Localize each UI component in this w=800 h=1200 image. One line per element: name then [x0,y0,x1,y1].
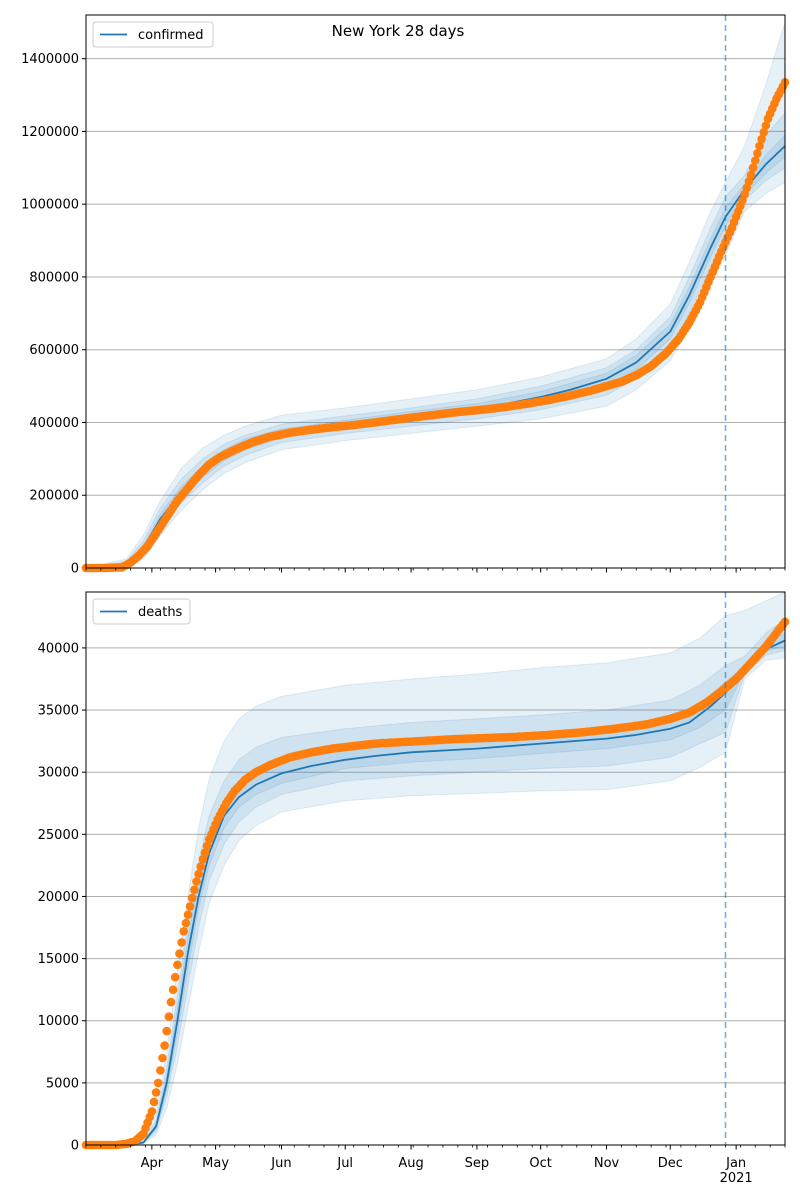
x-tick-label: Jun [270,1156,291,1171]
legend-label: confirmed [138,28,204,43]
legend: deaths [92,598,191,625]
legend-box [92,598,191,625]
legend-label: deaths [138,605,183,620]
y-tick-label: 40000 [38,641,79,656]
observed-points [81,78,790,573]
observed-point [168,985,178,994]
y-tick-label: 30000 [38,766,79,781]
model-line-confirmed [85,145,786,569]
legend: confirmed [92,21,214,48]
observed-point [170,972,180,982]
y-tick-label: 10000 [38,1014,79,1029]
observed-point [153,1078,163,1088]
confirmed-chart-panel: 0 200000 400000 600000 800000 1000000 1200000 1… [21,14,790,577]
y-tick-label: 400000 [29,416,79,431]
plot-frame [85,14,786,569]
y-tick-label: 800000 [29,270,79,285]
observed-point [164,1012,174,1021]
y-tick-label: 1200000 [21,125,79,140]
observed-point [162,1026,171,1036]
observed-point [755,141,764,151]
x-tick-label: Aug [398,1156,423,1171]
deaths-chart-panel: 0 5000 10000 15000 20000 25000 30000 35000 40000… [38,591,790,1186]
observed-point [160,1041,169,1050]
x-tick-label: Apr [141,1156,164,1171]
observed-point [761,121,771,130]
y-tick-label: 25000 [38,828,79,843]
y-tick-label: 15000 [38,952,79,967]
plot-frame [85,591,786,1146]
observed-point [198,854,208,864]
uncertainty-band [86,591,786,1146]
y-tick-label: 0 [71,1139,79,1154]
x-tick-label: Dec [658,1156,683,1171]
observed-point [753,149,762,158]
observed-point [156,1066,165,1075]
x-tick-label: Oct [529,1156,551,1171]
observed-point [746,170,756,180]
figure-title: New York 28 days [332,22,465,40]
observed-point [181,918,191,928]
observed-point [183,910,193,919]
observed-point [759,128,769,137]
observed-point [757,134,766,144]
y-tick-label: 200000 [29,489,79,504]
observed-point [202,841,212,851]
x-tick-label: Jul [336,1156,353,1171]
observed-point [177,938,186,947]
observed-point [196,862,205,871]
observed-point [200,848,210,857]
legend-box [92,21,214,48]
observed-point [147,1107,157,1116]
x-tick-label: Nov [594,1156,620,1171]
observed-point [166,997,176,1007]
y-tick-label: 20000 [38,890,79,905]
x-tick-label: Jan [725,1156,746,1171]
y-tick-label: 35000 [38,704,79,719]
observed-point [173,960,182,970]
x-tick-label: May [202,1156,229,1171]
observed-point [190,885,199,895]
observed-point [185,902,195,911]
observed-point [149,1097,159,1107]
x-tick-label: 2021 [720,1171,753,1186]
model-line-deaths [86,639,786,1146]
observed-point [192,877,201,886]
y-tick-label: 5000 [46,1076,79,1091]
observed-point [187,893,197,903]
observed-point [179,927,188,936]
observed-point [748,163,758,173]
observed-point [194,869,203,879]
y-tick-label: 1400000 [21,52,79,67]
uncertainty-band [85,133,786,569]
y-tick-label: 600000 [29,343,79,358]
observed-point [751,156,760,165]
observed-point [151,1088,161,1097]
observed-point [175,949,184,958]
y-tick-label: 1000000 [21,198,79,213]
observed-point [158,1053,167,1063]
y-tick-label: 0 [71,562,79,577]
x-tick-label: Sep [465,1156,490,1171]
